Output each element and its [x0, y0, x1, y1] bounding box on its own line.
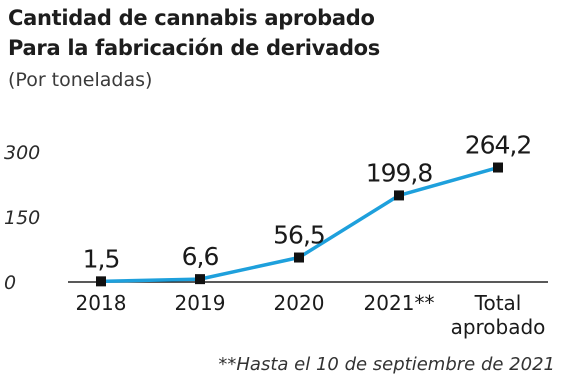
data-point-marker	[294, 252, 304, 263]
y-tick-label: 150	[4, 207, 40, 229]
x-tick-label: 2018	[76, 291, 127, 315]
x-tick-label: 2019	[175, 291, 226, 315]
unit-note: (Por toneladas)	[8, 69, 153, 91]
x-tick-label: 2021**	[364, 291, 435, 315]
data-label: 264,2	[465, 131, 532, 160]
data-label: 6,6	[182, 242, 219, 271]
data-label: 199,8	[366, 158, 433, 187]
y-tick-labels: 0 150 300	[4, 142, 40, 294]
data-point-marker	[394, 190, 404, 201]
y-tick-label: 300	[4, 142, 40, 164]
x-tick-label: Total aprobado	[451, 291, 546, 339]
y-tick-label: 0	[4, 272, 16, 294]
series-markers	[96, 162, 503, 287]
data-label: 1,5	[83, 244, 120, 273]
data-point-marker	[195, 274, 205, 285]
data-point-marker	[493, 162, 503, 173]
data-point-marker	[96, 276, 106, 287]
chart-subtitle: Para la fabricación de derivados	[8, 36, 380, 60]
data-label: 56,5	[273, 221, 325, 250]
footnote: **Hasta el 10 de septiembre de 2021	[218, 354, 555, 375]
data-labels: 1,5 6,6 56,5 199,8 264,2	[83, 131, 533, 274]
x-tick-label: 2020	[274, 291, 325, 315]
x-tick-labels: 2018 2019 2020 2021** Total aprobado	[76, 291, 546, 339]
chart-title: Cantidad de cannabis aprobado	[8, 6, 375, 30]
